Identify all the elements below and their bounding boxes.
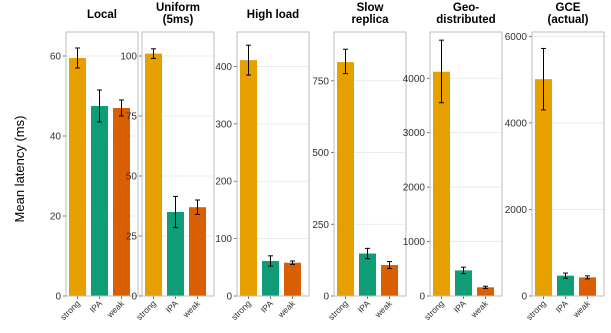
x-tick-label: IPA <box>88 298 105 315</box>
y-tick-label: 0 <box>131 292 137 303</box>
panel-title: distributed <box>436 14 495 26</box>
y-tick-label: 25 <box>126 232 138 243</box>
bar-strong <box>535 79 552 296</box>
panel-title: (actual) <box>548 14 589 26</box>
x-tick-label: IPA <box>164 298 181 315</box>
y-tick-label: 2000 <box>403 183 426 194</box>
panel-title: GCE <box>556 2 581 14</box>
x-tick-label: strong <box>326 298 350 322</box>
panel-title: Uniform <box>156 2 200 14</box>
x-tick-label: weak <box>180 298 202 320</box>
y-tick-label: 75 <box>126 112 138 123</box>
panel-title: High load <box>247 9 299 21</box>
x-tick-label: weak <box>372 298 394 320</box>
y-tick-label: 0 <box>419 292 425 303</box>
bar-weak <box>381 265 398 296</box>
y-tick-label: 200 <box>215 177 232 188</box>
y-axis-label: Mean latency (ms) <box>12 116 27 223</box>
bar-weak <box>284 263 301 296</box>
x-tick-label: weak <box>468 298 490 320</box>
y-tick-label: 50 <box>126 172 138 183</box>
x-tick-label: strong <box>229 298 253 322</box>
y-tick-label: 1000 <box>403 237 426 248</box>
bar-ipa <box>359 254 376 296</box>
bar-weak <box>113 108 130 296</box>
bar-strong <box>69 58 86 296</box>
chart-panel: Uniform(5ms) 0 25 50 75 100 strong IPA weak <box>120 2 214 322</box>
chart-panel: High load 0 100 200 300 400 strong IPA weak <box>215 9 309 322</box>
x-tick-label: strong <box>524 298 548 322</box>
y-tick-label: 250 <box>312 220 329 231</box>
y-tick-label: 500 <box>312 148 329 159</box>
bar-strong <box>337 62 354 296</box>
y-tick-label: 0 <box>226 292 232 303</box>
x-tick-label: weak <box>275 298 297 320</box>
bar-strong <box>145 54 162 296</box>
panel-title: Geo- <box>453 2 479 14</box>
x-tick-label: weak <box>104 298 126 320</box>
panel-title: (5ms) <box>163 14 194 26</box>
x-tick-label: IPA <box>259 298 276 315</box>
chart-panel: Geo-distributed 0 1000 2000 3000 4000 strong IP… <box>403 2 502 322</box>
y-tick-label: 2000 <box>505 205 528 216</box>
bar-ipa <box>91 106 108 296</box>
y-tick-label: 4000 <box>505 118 528 129</box>
bar-ipa <box>455 270 472 296</box>
bar-weak <box>579 277 596 296</box>
y-tick-label: 60 <box>50 52 62 63</box>
y-tick-label: 40 <box>50 132 62 143</box>
bar-weak <box>189 207 206 296</box>
panel-title: Local <box>87 9 117 21</box>
panel-title: Slow <box>357 2 384 14</box>
y-tick-label: 0 <box>55 292 61 303</box>
x-tick-label: strong <box>58 298 82 322</box>
y-tick-label: 6000 <box>505 32 528 43</box>
x-tick-label: IPA <box>554 298 571 315</box>
x-tick-label: IPA <box>452 298 469 315</box>
y-tick-label: 4000 <box>403 74 426 85</box>
y-tick-label: 100 <box>215 234 232 245</box>
y-tick-label: 20 <box>50 212 62 223</box>
chart-panel: GCE(actual) 0 2000 4000 6000 strong IPA weak <box>505 2 604 322</box>
y-tick-label: 750 <box>312 76 329 87</box>
y-tick-label: 0 <box>521 292 527 303</box>
y-tick-label: 3000 <box>403 128 426 139</box>
bar-strong <box>240 60 257 296</box>
y-tick-label: 300 <box>215 119 232 130</box>
y-tick-label: 0 <box>323 292 329 303</box>
x-tick-label: weak <box>570 298 592 320</box>
y-tick-label: 400 <box>215 62 232 73</box>
x-tick-label: IPA <box>356 298 373 315</box>
bar-strong <box>433 72 450 296</box>
y-tick-label: 100 <box>120 52 137 63</box>
x-tick-label: strong <box>422 298 446 322</box>
panel-title: replica <box>351 14 389 26</box>
x-tick-label: strong <box>134 298 158 322</box>
